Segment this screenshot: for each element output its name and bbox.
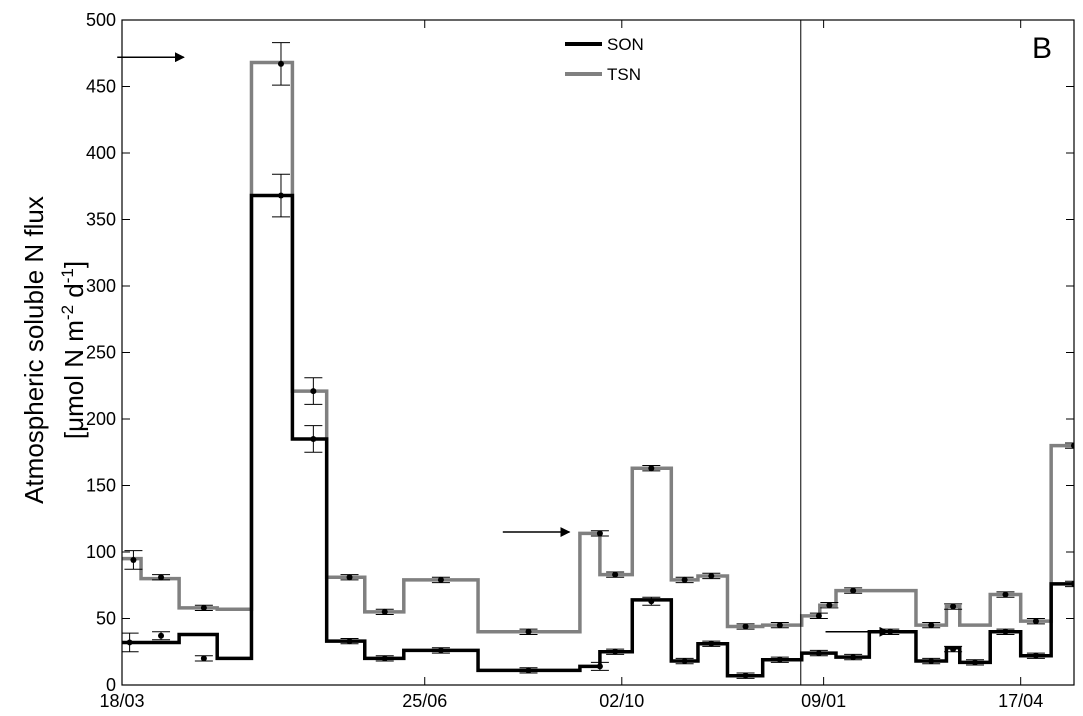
data-point-tsn — [346, 574, 353, 581]
data-point-tsn — [200, 604, 207, 611]
data-point-son — [681, 658, 688, 665]
data-point-tsn — [381, 608, 388, 615]
series-layer — [122, 60, 1074, 678]
data-point-tsn — [648, 465, 655, 472]
data-point-tsn — [815, 612, 822, 619]
data-point-tsn — [596, 530, 603, 537]
series-tsn-line — [122, 60, 1074, 634]
y-unit-exponent: -2 — [58, 305, 77, 320]
data-point-son — [310, 435, 317, 442]
y-axis-title-line2: [μmol N m-2 d-1] — [58, 261, 89, 439]
x-tick-label: 02/10 — [599, 691, 644, 711]
data-point-tsn — [826, 602, 833, 609]
data-point-son — [1071, 580, 1074, 587]
data-point-son — [200, 655, 207, 662]
points-layer — [122, 42, 1074, 679]
y-tick-label: 50 — [96, 609, 116, 629]
annotations-layer — [117, 52, 890, 637]
data-point-son — [648, 598, 655, 605]
data-point-son — [437, 647, 444, 654]
y-tick-label: 200 — [86, 409, 116, 429]
data-point-tsn — [612, 571, 619, 578]
data-point-tsn — [928, 622, 935, 629]
data-point-tsn — [130, 556, 137, 563]
data-point-son — [1002, 628, 1009, 635]
data-point-son — [126, 639, 133, 646]
y-unit-part: d — [59, 283, 89, 305]
x-tick-label: 18/03 — [99, 691, 144, 711]
data-point-son — [850, 654, 857, 661]
data-point-tsn — [310, 388, 317, 395]
series-son-line — [122, 193, 1074, 678]
data-point-son — [346, 638, 353, 645]
y-tick-label: 0 — [106, 675, 116, 695]
y-tick-label: 350 — [86, 210, 116, 230]
data-point-son — [971, 659, 978, 666]
data-point-son — [776, 656, 783, 663]
data-point-tsn — [1002, 591, 1009, 598]
y-unit-part: [μmol N m — [59, 320, 89, 439]
y-tick-label: 300 — [86, 276, 116, 296]
data-point-tsn — [742, 623, 749, 630]
y-axis-title-line1: Atmospheric soluble N flux — [19, 196, 49, 504]
data-point-son — [1032, 652, 1039, 659]
y-tick-label: 400 — [86, 143, 116, 163]
data-point-son — [158, 632, 165, 639]
data-point-tsn — [158, 574, 165, 581]
legend-label-tsn: TSN — [607, 65, 641, 84]
y-tick-label: 450 — [86, 77, 116, 97]
x-tick-label: 25/06 — [402, 691, 447, 711]
y-tick-label: 500 — [86, 10, 116, 30]
legend-label-son: SON — [607, 35, 644, 54]
data-point-son — [928, 658, 935, 665]
y-unit-exponent: -1 — [58, 268, 77, 283]
data-point-tsn — [776, 622, 783, 629]
data-point-tsn — [850, 587, 857, 594]
data-point-son — [742, 672, 749, 679]
data-point-tsn — [1032, 618, 1039, 625]
data-point-tsn — [1071, 442, 1074, 449]
data-point-son — [950, 646, 957, 653]
y-unit-part: ] — [59, 261, 89, 268]
panel-label: B — [1032, 32, 1052, 65]
data-point-tsn — [950, 603, 957, 610]
data-point-tsn — [277, 60, 284, 67]
data-point-tsn — [708, 572, 715, 579]
data-point-son — [596, 663, 603, 670]
data-point-son — [708, 640, 715, 647]
y-tick-label: 100 — [86, 542, 116, 562]
data-point-son — [815, 650, 822, 657]
axes-layer: 0 50 100 150 200 250 300 350 400 450 500 18/03 25/06… — [86, 10, 1075, 711]
x-tick-label: 17/04 — [998, 691, 1043, 711]
y-axis-title: Atmospheric soluble N flux [μmol N m-2 d… — [19, 196, 89, 504]
data-point-tsn — [437, 576, 444, 583]
data-point-son — [277, 192, 284, 199]
plot-frame — [121, 19, 1075, 686]
data-point-tsn — [681, 576, 688, 583]
y-tick-label: 250 — [86, 343, 116, 363]
data-point-son — [612, 648, 619, 655]
data-point-tsn — [525, 628, 532, 635]
data-point-son — [381, 655, 388, 662]
y-tick-label: 150 — [86, 476, 116, 496]
x-tick-label: 09/01 — [801, 691, 846, 711]
legend: SON TSN — [565, 35, 644, 84]
data-point-son — [525, 667, 532, 674]
